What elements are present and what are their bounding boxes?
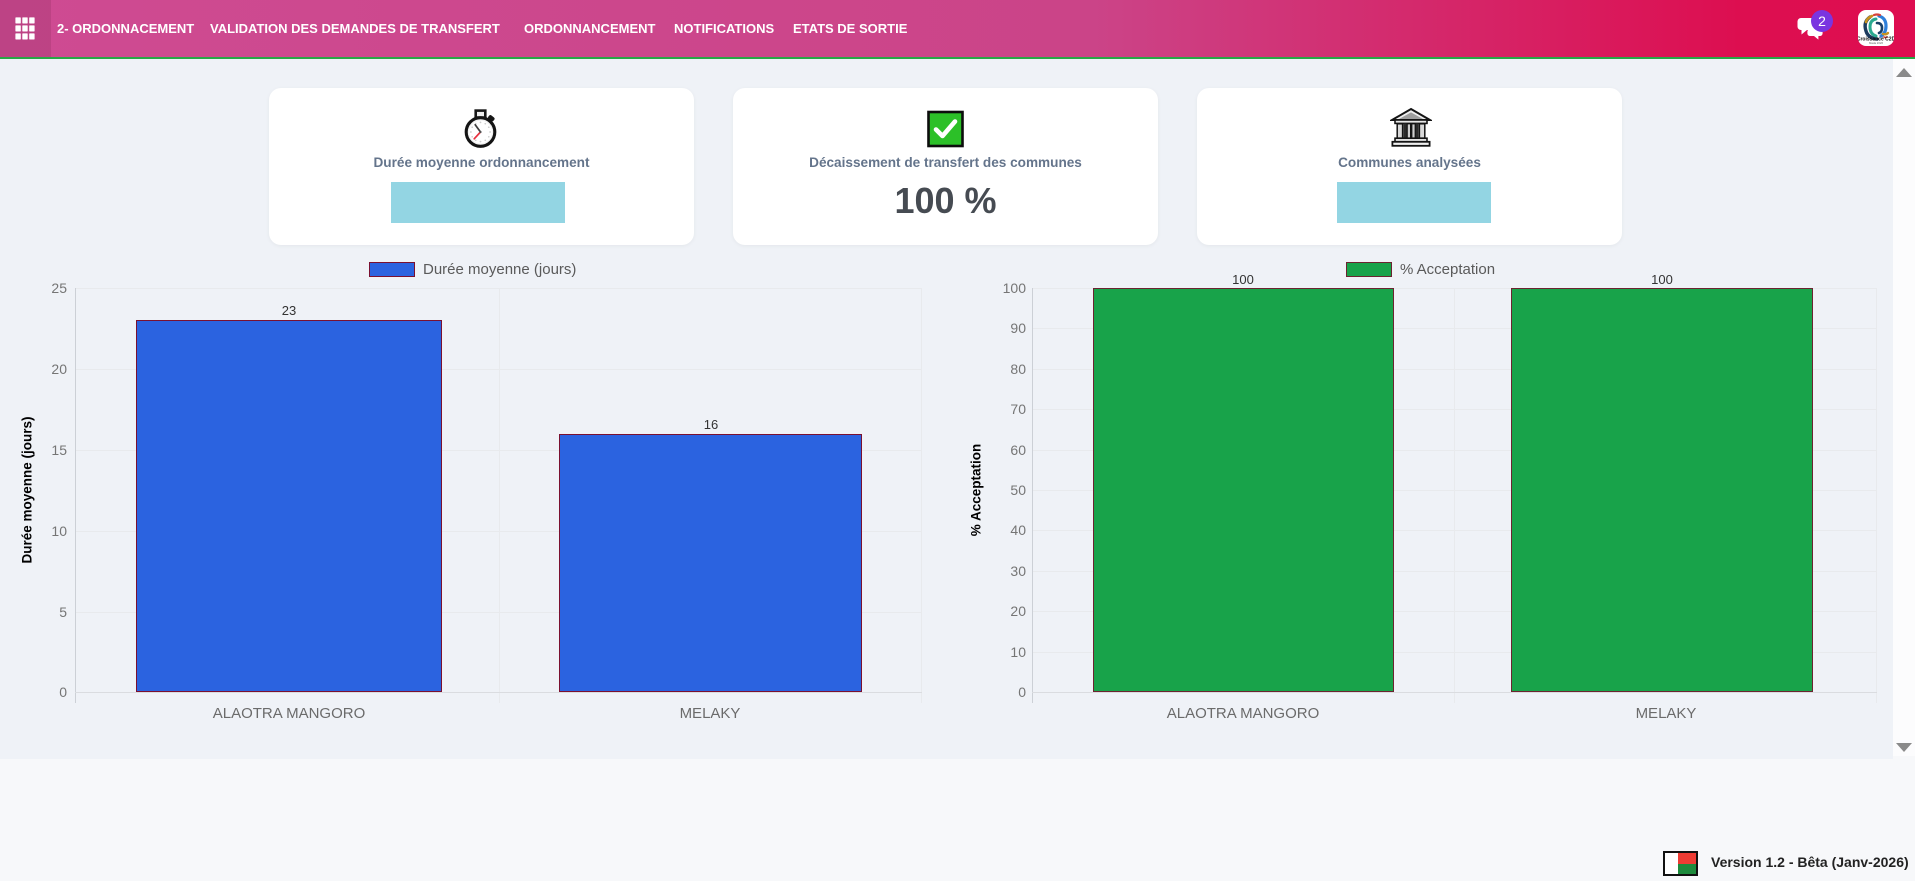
svg-text:Croissance C2D: Croissance C2D [1858, 37, 1894, 43]
svg-text:Mada 2026: Mada 2026 [1869, 41, 1883, 45]
